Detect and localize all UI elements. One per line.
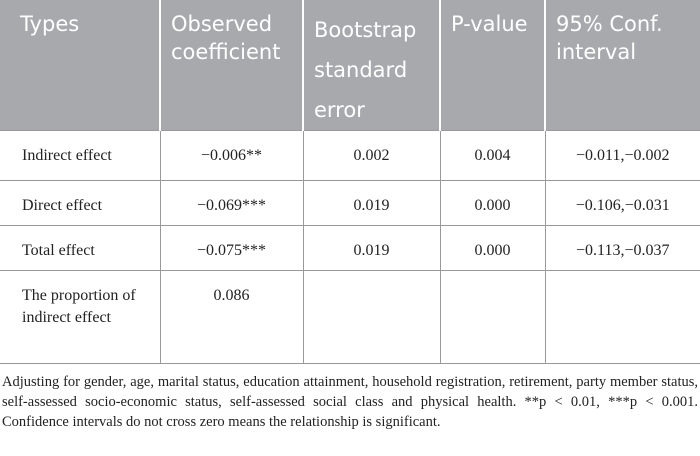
table-cell: 0.086 [159, 270, 304, 364]
table-cell: −0.011,−0.002 [544, 130, 700, 181]
table-cell: −0.069*** [159, 180, 304, 226]
table-row: Indirect effect −0.006** 0.002 0.004 −0.011,… [0, 130, 700, 181]
table-cell: −0.075*** [159, 225, 304, 271]
row-label: The proportion of indirect effect [0, 270, 161, 364]
table-cell [439, 270, 546, 364]
footnote: Adjusting for gender, age, marital statu… [2, 374, 698, 430]
row-label: Direct effect [0, 180, 161, 226]
header-row: Types Observed coefficient Bootstrap sta… [0, 0, 700, 131]
header-cell: Bootstrap standard error [302, 0, 440, 131]
table-row: Direct effect −0.069*** 0.019 0.000 −0.106,−… [0, 180, 700, 226]
header-cell: P-value [439, 0, 545, 131]
table-cell: 0.000 [439, 180, 546, 226]
table-row: Total effect −0.075*** 0.019 0.000 −0.113,−0… [0, 225, 700, 271]
table-cell: 0.019 [302, 225, 441, 271]
table-cell: 0.002 [302, 130, 441, 181]
results-table: Types Observed coefficient Bootstrap sta… [0, 0, 700, 364]
table-cell: 0.000 [439, 225, 546, 271]
table-cell [544, 270, 700, 364]
header-cell: Types [0, 0, 160, 131]
header-cell: Observed coefficient [159, 0, 303, 131]
table-cell: 0.019 [302, 180, 441, 226]
table-cell [302, 270, 441, 364]
table-cell: −0.006** [159, 130, 304, 181]
row-label: Total effect [0, 225, 161, 271]
header-cell: 95% Conf. interval [544, 0, 700, 131]
table-cell: −0.106,−0.031 [544, 180, 700, 226]
row-label: Indirect effect [0, 130, 161, 181]
table-cell: 0.004 [439, 130, 546, 181]
table-row: The proportion of indirect effect 0.086 [0, 270, 700, 364]
table-cell: −0.113,−0.037 [544, 225, 700, 271]
